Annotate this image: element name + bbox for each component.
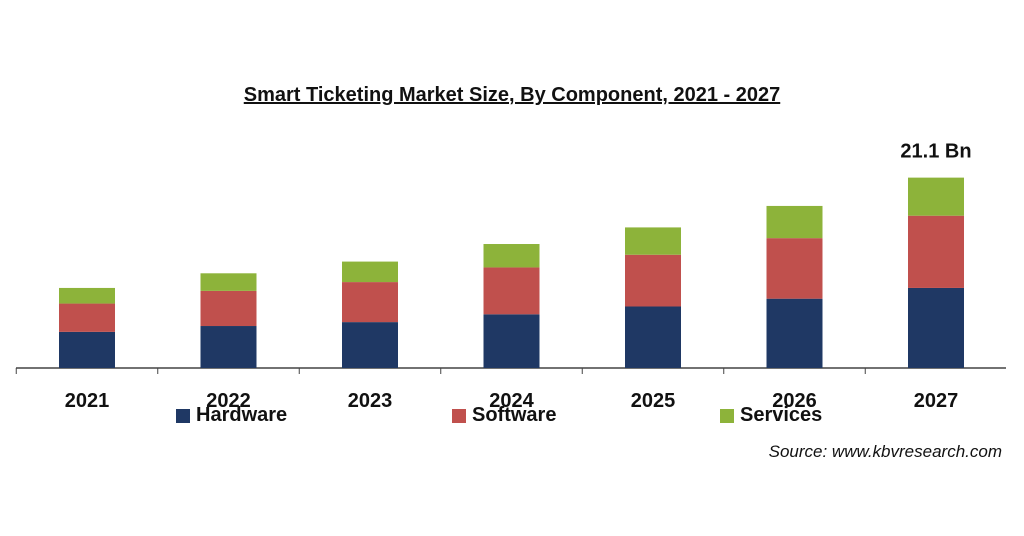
legend-swatch-software bbox=[452, 408, 466, 423]
x-tick-label-2022: 2022 bbox=[206, 390, 251, 412]
legend-item-services: Services bbox=[720, 404, 822, 427]
bar-hardware-2027 bbox=[908, 287, 964, 368]
legend-swatch-hardware bbox=[176, 408, 190, 423]
bar-hardware-2022 bbox=[200, 326, 257, 368]
bar-services-2021 bbox=[59, 287, 115, 304]
legend-label-hardware: Hardware bbox=[196, 404, 288, 426]
bar-hardware-2021 bbox=[59, 331, 115, 368]
bar-hardware-2023 bbox=[342, 322, 398, 368]
legend-item-hardware: Hardware bbox=[176, 404, 287, 427]
bar-software-2023 bbox=[342, 282, 398, 323]
bar-services-2027 bbox=[908, 177, 964, 216]
bar-services-2026 bbox=[766, 205, 823, 239]
legend-label-software: Software bbox=[472, 404, 557, 426]
bar-hardware-2024 bbox=[483, 314, 540, 368]
x-tick-label-2021: 2021 bbox=[65, 390, 110, 412]
x-tick-label-2023: 2023 bbox=[348, 390, 393, 412]
bar-software-2027 bbox=[908, 215, 964, 288]
legend-swatch-services bbox=[720, 408, 734, 423]
bar-services-2025 bbox=[625, 227, 681, 255]
bar-software-2024 bbox=[483, 267, 540, 315]
bar-software-2022 bbox=[200, 290, 257, 327]
bar-software-2021 bbox=[59, 303, 115, 332]
legend-item-software: Software bbox=[452, 404, 556, 427]
total-annotation-2027: 21.1 Bn bbox=[900, 141, 971, 163]
x-tick-label-2024: 2024 bbox=[489, 390, 534, 412]
bar-hardware-2025 bbox=[625, 306, 681, 368]
x-tick-label-2025: 2025 bbox=[631, 390, 676, 412]
chart-legend: Hardware Software Services bbox=[0, 404, 1024, 428]
bar-services-2024 bbox=[483, 244, 540, 268]
x-tick-label-2027: 2027 bbox=[914, 390, 959, 412]
legend-label-services: Services bbox=[740, 404, 823, 426]
x-tick-label-2026: 2026 bbox=[772, 390, 817, 412]
chart-title: Smart Ticketing Market Size, By Componen… bbox=[243, 84, 781, 106]
bar-software-2026 bbox=[766, 238, 823, 299]
bar-services-2023 bbox=[342, 261, 398, 283]
bar-software-2025 bbox=[625, 254, 681, 307]
source-note: Source: www.kbvresearch.com bbox=[768, 442, 1002, 461]
bar-hardware-2026 bbox=[766, 298, 823, 368]
bar-services-2022 bbox=[200, 273, 257, 291]
